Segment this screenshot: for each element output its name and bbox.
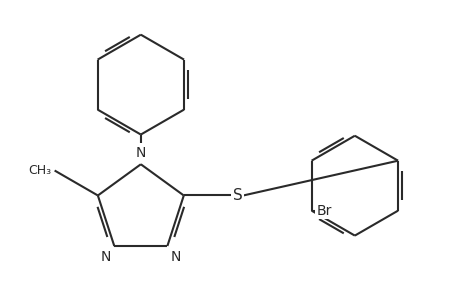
Text: N: N [135, 146, 146, 160]
Text: N: N [100, 250, 111, 264]
Text: N: N [171, 250, 181, 264]
Text: S: S [232, 188, 242, 203]
Text: Br: Br [316, 204, 331, 218]
Text: CH₃: CH₃ [28, 164, 51, 177]
